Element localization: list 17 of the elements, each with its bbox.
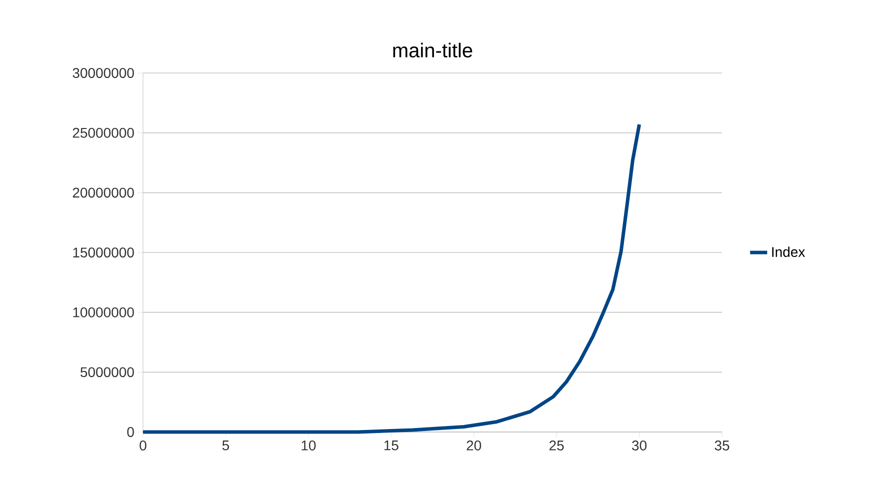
x-tick-label: 10 <box>302 440 316 450</box>
y-tick-label: 25000000 <box>72 128 134 138</box>
y-tick-label: 10000000 <box>73 307 134 318</box>
y-tick-label: 5000000 <box>80 367 134 378</box>
y-tick-label: 20000000 <box>72 188 134 198</box>
y-tick-label: 15000000 <box>73 248 134 258</box>
chart-title: main-title <box>393 42 472 58</box>
x-tick-label: 30 <box>632 440 647 450</box>
y-tick-label: 30000000 <box>72 68 134 78</box>
x-tick-label: 25 <box>549 440 564 450</box>
legend-label: Index <box>772 246 806 257</box>
x-tick-label: 5 <box>222 440 230 450</box>
y-tick-label: 0 <box>127 427 134 437</box>
x-tick-label: 15 <box>384 440 398 450</box>
x-tick-label: 0 <box>140 440 146 450</box>
x-tick-label: 35 <box>714 440 730 450</box>
x-tick-label: 20 <box>466 440 482 450</box>
